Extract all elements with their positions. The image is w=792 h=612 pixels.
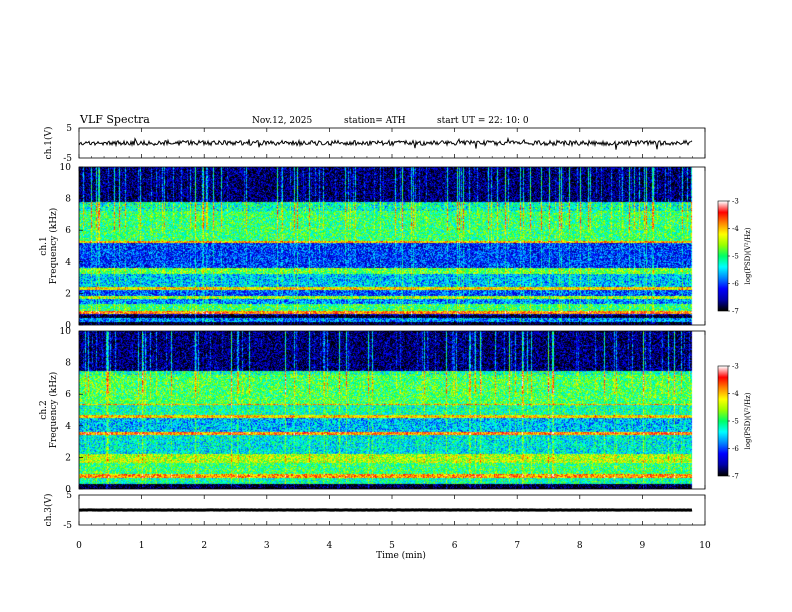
ch1-spectrogram-ytick: 4	[65, 258, 71, 268]
ch1-spectrogram-ytick: 10	[60, 163, 72, 173]
ch2-spectrogram-ytick: 2	[65, 453, 71, 463]
ch2-colorbar-tick: -3	[732, 363, 739, 371]
ch1-spectrogram-ytick: 6	[65, 226, 71, 236]
ch3-waveform-panel: 5 -5 ch.3(V)	[43, 491, 706, 531]
time-axis-label: Time (min)	[376, 550, 426, 561]
station-label: station= ATH	[344, 116, 406, 126]
ch2-spectrogram-ytick: 0	[65, 485, 71, 495]
ch1-spectrogram-ylabel: Frequency (kHz)	[48, 208, 59, 285]
ch2-spectrogram-ytick: 8	[65, 359, 71, 369]
ch1-spectrogram-ytick: 8	[65, 195, 71, 205]
time-axis-tick-label: 6	[452, 541, 458, 551]
ch2-spectrogram-ytick: 10	[60, 327, 72, 337]
ch1-spectrogram-ytick: 0	[65, 321, 71, 331]
time-axis-tick-label: 8	[577, 541, 583, 551]
ch1-colorbar-tick: -7	[732, 308, 739, 316]
ch1-spectrogram-ytick: 2	[65, 289, 71, 299]
time-axis-tick-label: 0	[76, 541, 82, 551]
time-axis: 0 1 2 3 4 5 6 7 8 9 10	[76, 128, 711, 551]
date-label: Nov.12, 2025	[252, 116, 313, 126]
time-axis-tick-label: 2	[201, 541, 207, 551]
time-axis-tick-label: 10	[699, 541, 711, 551]
time-axis-tick-label: 5	[389, 541, 395, 551]
ch2-spectrogram-channel-label: ch.2	[39, 400, 49, 419]
ch1-waveform-line	[78, 136, 693, 150]
ch1-waveform-ylabel: ch.1(V)	[43, 127, 54, 160]
start-ut-label: start UT = 22: 10: 0	[437, 116, 529, 126]
ch3-ytick-top: 5	[66, 491, 72, 501]
ch2-spectrogram-heatmap	[79, 331, 705, 489]
ch1-waveform-panel: 5 -5 ch.1(V)	[43, 124, 706, 164]
time-axis-tick-label: 7	[514, 541, 520, 551]
time-axis-tick-label: 4	[327, 541, 333, 551]
ch1-ytick-top: 5	[66, 124, 72, 134]
time-axis-tick-label: 1	[139, 541, 145, 551]
time-axis-tick-label: 9	[640, 541, 646, 551]
ch1-spectrogram-heatmap	[79, 167, 705, 325]
ch1-colorbar: -3 -4 -5 -6 -7 log(PSD)(V²/Hz)	[717, 198, 752, 316]
ch1-colorbar-gradient	[718, 201, 728, 311]
ch1-ytick-bottom: -5	[63, 154, 72, 164]
ch2-colorbar: -3 -4 -5 -6 -7 log(PSD)(V²/Hz)	[717, 363, 752, 481]
ch2-colorbar-gradient	[718, 366, 728, 476]
ch1-colorbar-label: log(PSD)(V²/Hz)	[744, 227, 752, 284]
ch2-spectrogram-panel: 0 2 4 6 8 10 ch.2 Frequency (kHz)	[39, 327, 706, 495]
ch1-spectrogram-panel: 0 2 4 6 8 10 ch.1 Frequency (kHz)	[39, 163, 706, 331]
ch2-colorbar-tick: -4	[732, 390, 739, 398]
ch1-colorbar-tick: -6	[732, 280, 739, 288]
ch3-waveform-ylabel: ch.3(V)	[43, 494, 54, 527]
ch1-spectrogram-channel-label: ch.1	[39, 236, 49, 255]
ch2-colorbar-tick: -5	[732, 418, 739, 426]
ch1-colorbar-tick: -5	[732, 253, 739, 261]
ch2-spectrogram-ylabel: Frequency (kHz)	[48, 372, 59, 449]
time-axis-tick-label: 3	[264, 541, 270, 551]
ch2-colorbar-label: log(PSD)(V²/Hz)	[744, 392, 752, 449]
ch3-ytick-bottom: -5	[63, 521, 72, 531]
ch2-spectrogram-ytick: 6	[65, 390, 71, 400]
ch1-colorbar-tick: -3	[732, 198, 739, 206]
ch1-colorbar-tick: -4	[732, 225, 739, 233]
ch2-colorbar-tick: -6	[732, 445, 739, 453]
ch2-colorbar-tick: -7	[732, 473, 739, 481]
ch2-spectrogram-ytick: 4	[65, 422, 71, 432]
figure-title: VLF Spectra	[79, 113, 150, 126]
